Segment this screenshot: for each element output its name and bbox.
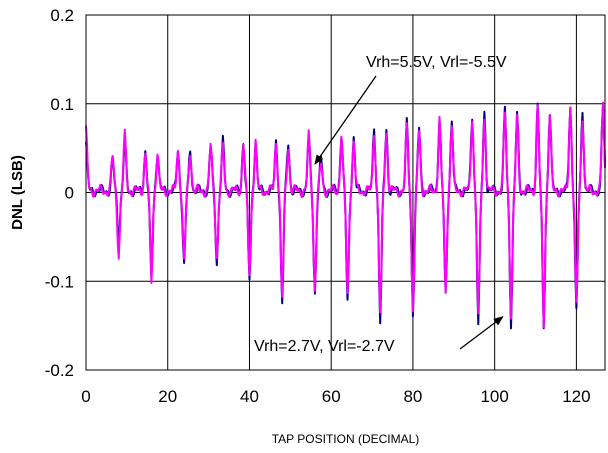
annotation-arrow [459,316,504,350]
annotation-label: Vrh=5.5V, Vrl=-5.5V [366,54,507,71]
series-line-2 [85,101,606,329]
x-tick-label: 60 [322,387,341,406]
x-tick-label: 120 [562,387,590,406]
y-tick-label: 0.2 [50,6,74,25]
x-tick-label: 80 [403,387,422,406]
x-tick-label: 100 [480,387,508,406]
plot-frame [85,14,606,371]
annotation-label: Vrh=2.7V, Vrl=-2.7V [254,338,395,355]
y-tick-label: -0.1 [45,272,74,291]
x-tick-labels: 0 20 40 60 80 100 120 [81,387,590,406]
x-tick-label: 40 [240,387,259,406]
x-tick-label: 0 [81,387,90,406]
y-axis-label: DNL (LSB) [9,155,26,230]
annotation-arrow [314,75,377,165]
y-tick-label: 0.1 [50,95,74,114]
y-tick-label: 0 [65,184,74,203]
annotations: Vrh=5.5V, Vrl=-5.5V Vrh=2.7V, Vrl=-2.7V [254,54,507,355]
x-axis-label: TAP POSITION (DECIMAL) [272,432,420,446]
series-layer [85,101,606,330]
x-tick-label: 20 [158,387,177,406]
y-tick-label: -0.2 [45,361,74,380]
y-tick-labels: 0.2 0.1 0 -0.1 -0.2 [45,6,74,380]
